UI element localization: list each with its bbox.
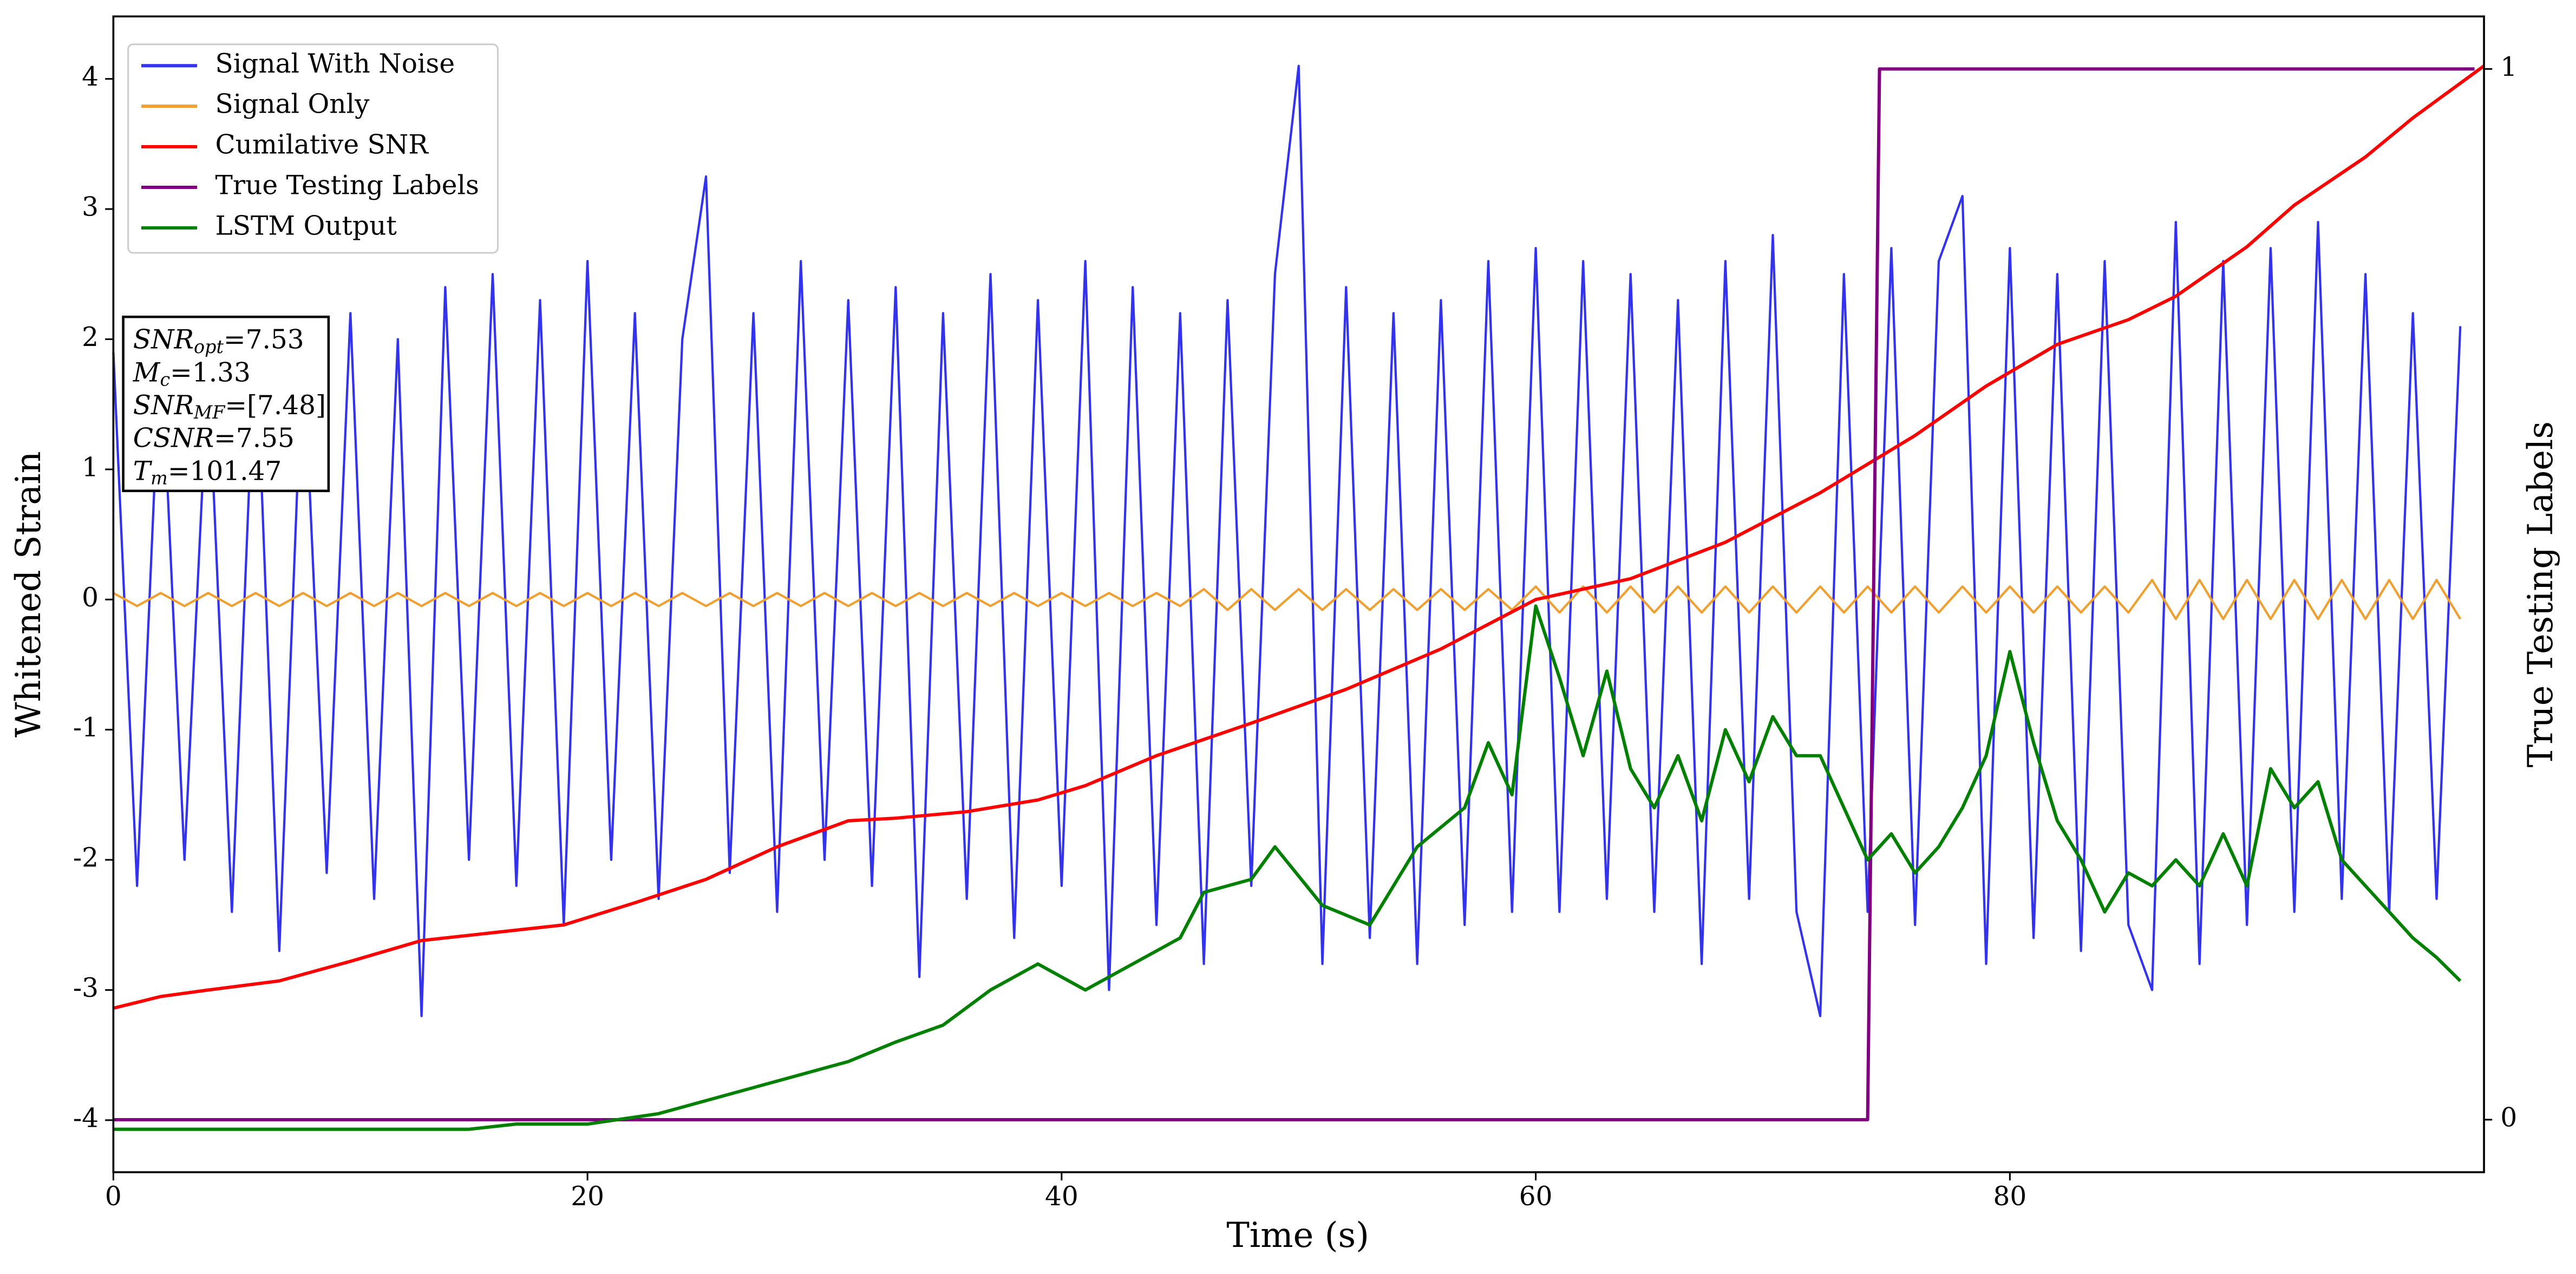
legend-label: LSTM Output: [215, 211, 397, 241]
y-tick-label: 4: [82, 62, 99, 92]
y2-tick-label: 1: [2500, 52, 2517, 82]
annotation-symbol: M: [133, 357, 161, 388]
annotation-symbol: SNR: [133, 390, 194, 421]
annotation: SNRopt=7.53Mc=1.33SNRMF=[7.48]CSNR=7.55T…: [122, 315, 330, 492]
y2-tick-label: 0: [2500, 1102, 2517, 1133]
annotation-subscript: opt: [194, 336, 224, 357]
annotation-text: =[7.48]: [225, 390, 326, 421]
annotation-box: [122, 315, 330, 492]
annotation-subscript: c: [160, 369, 170, 390]
annotation-symbol: T: [133, 456, 153, 486]
series-line: [113, 604, 2462, 1131]
series-line: [113, 579, 2462, 620]
legend-label: Signal With Noise: [215, 49, 455, 79]
annotation-text: =101.47: [168, 456, 282, 486]
x-tick-label: 80: [1993, 1181, 2026, 1212]
x-tick-label: 0: [105, 1181, 122, 1212]
y-tick-label: -3: [73, 973, 99, 1003]
y-axis-label: Whitened Strain: [9, 451, 49, 737]
annotation-symbol: SNR: [133, 324, 194, 355]
annotation-line: Mc=1.33: [133, 357, 251, 390]
legend-label: True Testing Labels: [215, 170, 479, 200]
annotation-subscript: MF: [193, 402, 226, 423]
y-tick-label: -4: [73, 1103, 99, 1133]
annotation-line: SNRopt=7.53: [133, 324, 304, 357]
annotation-text: =1.33: [170, 357, 251, 388]
y-tick-label: 1: [82, 452, 99, 482]
y-tick-label: 3: [82, 192, 99, 223]
legend-label: Cumilative SNR: [215, 130, 429, 160]
y-tick-label: -2: [73, 843, 99, 873]
legend: Signal With Noise Signal Only Cumilative S…: [127, 43, 499, 254]
series-line: [113, 67, 2475, 1122]
x-axis-label: Time (s): [1226, 1216, 1369, 1256]
plot-area: [112, 64, 2485, 1131]
y-tick-label: 0: [82, 583, 99, 613]
annotation-text: =7.53: [224, 324, 304, 355]
annotation-symbol: CSNR: [133, 423, 214, 453]
x-tick-label: 60: [1519, 1181, 1553, 1212]
annotation-line: Tm=101.47: [133, 456, 282, 489]
y-tick-label: -1: [73, 713, 99, 743]
series-line: [112, 64, 2462, 1017]
x-tick-label: 40: [1045, 1181, 1078, 1212]
annotation-line: CSNR=7.55: [133, 423, 295, 453]
legend-frame: [127, 43, 499, 254]
axes-frame: [112, 15, 2485, 1173]
x-tick-label: 20: [571, 1181, 604, 1212]
annotation-line: SNRMF=[7.48]: [133, 390, 326, 423]
y2-axis-label: True Testing Labels: [2521, 421, 2561, 767]
annotation-subscript: m: [151, 467, 168, 488]
y-tick-label: 2: [82, 322, 99, 352]
annotation-text: =7.55: [214, 423, 295, 453]
series-line: [113, 64, 2485, 1010]
legend-label: Signal Only: [215, 89, 370, 120]
